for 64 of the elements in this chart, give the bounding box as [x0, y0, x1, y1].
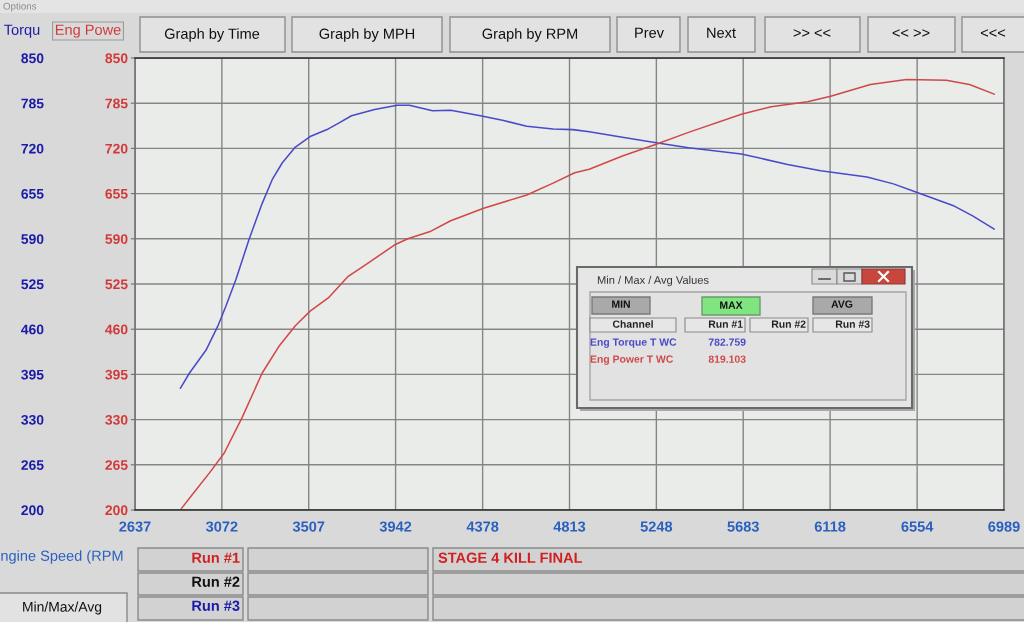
y2-tick-label: 395 — [105, 369, 128, 380]
annotation: Min / Max / Avg Values — [597, 275, 709, 287]
text: << >> — [892, 29, 930, 37]
annotation: Run #3 — [835, 320, 870, 328]
x-tick-label: 4378 — [466, 521, 499, 532]
text: <<< — [980, 29, 1006, 37]
y2-tick-label: 200 — [105, 505, 128, 516]
x-axis-title: ngine Speed (RPM — [1, 550, 123, 564]
text: Min/Max/Avg — [23, 601, 102, 615]
x-tick-label: 4813 — [553, 521, 586, 532]
y-tick-label: 590 — [21, 234, 44, 244]
y2-tick-label: 785 — [105, 98, 128, 109]
y-axis-title: Torqu — [4, 24, 40, 38]
y-tick-label: 720 — [21, 143, 44, 154]
text: Run #1 — [192, 552, 240, 563]
line-series — [180, 78, 995, 510]
text: Eng Power T WC — [590, 355, 674, 365]
x-tick-label: 3072 — [205, 521, 238, 532]
text: Graph by RPM — [482, 28, 578, 42]
text: Run #3 — [192, 600, 240, 611]
y2-tick-label: 330 — [105, 414, 128, 425]
annotation: MIN — [612, 300, 630, 308]
text: >> << — [793, 29, 831, 37]
text: Eng Torque T WC — [590, 338, 677, 348]
y-tick-label: 265 — [21, 460, 44, 470]
annotation: Channel — [612, 320, 653, 328]
x-tick-label: 5248 — [640, 521, 673, 532]
line-series — [179, 104, 995, 390]
y2-tick-label: 265 — [105, 460, 128, 470]
x-tick-label: 3942 — [379, 521, 412, 532]
annotation: 782.759 — [708, 338, 746, 346]
annotation: 819.103 — [708, 355, 746, 363]
y2-tick-label: 655 — [105, 188, 128, 199]
annotation: Run #1 — [708, 320, 743, 328]
y-tick-label: 330 — [21, 414, 44, 425]
x-tick-label: 3507 — [292, 521, 325, 532]
y2-tick-label: 525 — [105, 279, 128, 290]
y2-tick-label: 720 — [105, 143, 128, 154]
x-tick-label: 5683 — [727, 521, 759, 532]
y-tick-label: 850 — [21, 53, 44, 64]
annotation: MAX — [720, 301, 743, 309]
text: Next — [707, 27, 736, 38]
y-tick-label: 200 — [21, 505, 44, 516]
x-tick-label: 6118 — [814, 521, 846, 532]
text: Graph by MPH — [319, 28, 415, 42]
annotation: AVG — [831, 300, 853, 308]
y2-tick-label: 850 — [105, 53, 128, 64]
y-tick-label: 460 — [21, 324, 44, 335]
x-tick-label: 2637 — [119, 521, 151, 532]
text: STAGE 4 KILL FINAL — [438, 552, 583, 563]
text: Run #2 — [192, 576, 240, 587]
y-tick-label: 525 — [21, 279, 44, 290]
text: Graph by Time — [164, 28, 260, 42]
y2-tick-label: 460 — [105, 324, 128, 335]
y-tick-label: 655 — [21, 188, 44, 199]
text: Prev — [635, 27, 664, 38]
y2-axis-title: Eng Powe — [55, 24, 121, 38]
y-tick-label: 785 — [21, 98, 44, 109]
y2-tick-label: 590 — [105, 234, 128, 244]
annotation: Run #2 — [771, 320, 806, 328]
text: Options — [3, 2, 37, 12]
y-tick-label: 395 — [21, 369, 44, 380]
x-tick-label: 6989 — [988, 521, 1020, 532]
x-tick-label: 6554 — [901, 521, 934, 532]
